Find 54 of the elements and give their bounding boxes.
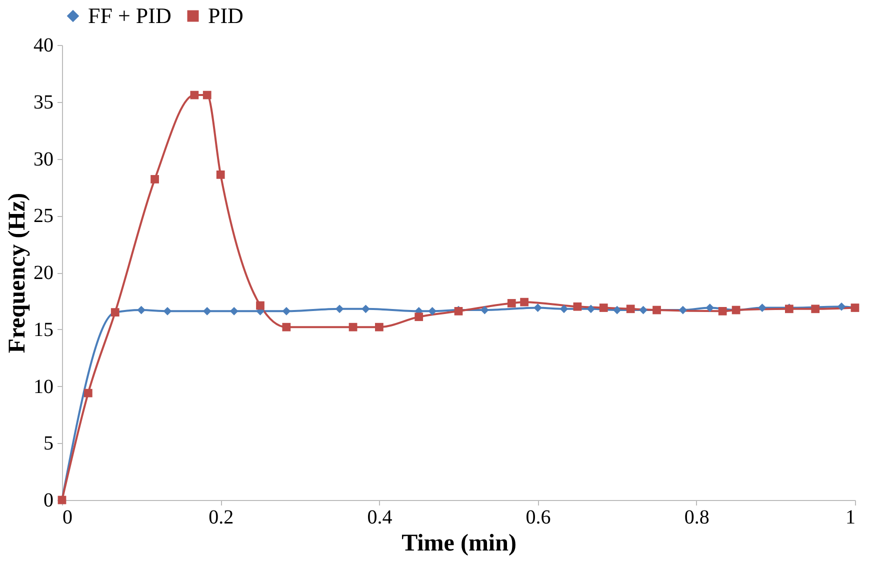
x-tick-label: 0.6 [526,506,551,528]
y-tick-label: 40 [34,34,54,56]
y-tick-label: 20 [34,262,54,284]
point [534,304,542,312]
y-axis-title: Frequency (Hz) [4,192,30,354]
point [190,90,199,100]
point [414,312,424,322]
y-tick-label: 25 [34,205,54,228]
point [428,306,437,316]
point [137,306,146,314]
point [811,304,820,314]
point [282,322,291,332]
x-tick-label: 0.8 [684,506,710,528]
x-tick-label: 1 [846,506,856,528]
point [335,304,344,314]
point [230,306,238,316]
point [202,306,212,316]
point [362,304,370,314]
point [560,304,568,314]
point [375,322,384,332]
legend-label: PID [208,3,244,28]
point [163,306,172,316]
point [639,306,648,314]
point [706,304,714,312]
point [256,301,264,310]
point [348,322,358,332]
point [837,302,846,311]
point [678,306,688,314]
x-tick-label: 0 [62,506,72,528]
point [599,304,608,312]
legend-label: FF + PID [88,3,172,28]
x-tick-label: 0.4 [367,506,392,528]
point [626,304,635,314]
point [586,304,596,314]
point [573,302,582,311]
y-tick-label: 30 [34,148,54,170]
point [652,306,661,314]
y-tick-label: 15 [34,318,54,341]
point [216,170,225,179]
point [758,304,766,312]
x-tick-label: 0.2 [208,506,234,528]
point [150,175,159,184]
x-axis-title: Time (min) [402,530,516,556]
point [520,298,529,306]
y-tick-label: 5 [44,432,54,455]
point [612,306,622,314]
point [718,306,727,316]
y-tick-label: 0 [44,490,54,512]
point [507,299,516,308]
point [282,306,291,316]
y-tick-label: 10 [34,376,54,398]
point [202,90,212,100]
y-tick-label: 35 [34,91,54,114]
point [84,388,92,398]
